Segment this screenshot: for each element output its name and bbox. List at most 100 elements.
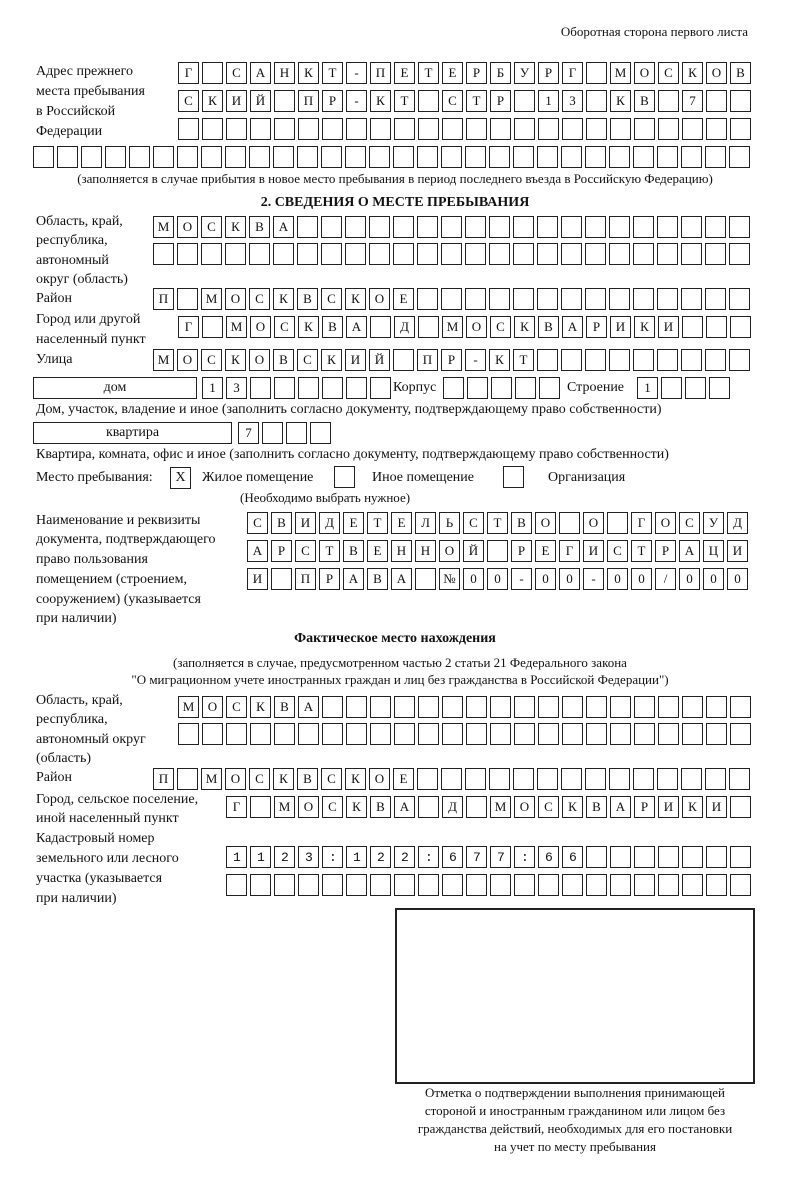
letter-cell[interactable] bbox=[585, 146, 606, 168]
letter-cell[interactable]: Е bbox=[343, 512, 364, 534]
letter-cell[interactable] bbox=[105, 146, 126, 168]
letter-cell[interactable] bbox=[657, 768, 678, 790]
letter-cell[interactable]: В bbox=[273, 349, 294, 371]
letter-cell[interactable] bbox=[586, 118, 607, 140]
letter-cell[interactable]: С bbox=[201, 349, 222, 371]
letter-cell[interactable]: А bbox=[394, 796, 415, 818]
letter-cell[interactable] bbox=[466, 118, 487, 140]
letter-cell[interactable] bbox=[490, 118, 511, 140]
letter-cell[interactable]: В bbox=[367, 568, 388, 590]
letter-cell[interactable]: № bbox=[439, 568, 460, 590]
letter-cell[interactable]: С bbox=[322, 796, 343, 818]
letter-cell[interactable]: Ь bbox=[439, 512, 460, 534]
letter-cell[interactable] bbox=[177, 768, 198, 790]
letter-cell[interactable] bbox=[610, 118, 631, 140]
letter-cell[interactable] bbox=[730, 846, 751, 868]
letter-cell[interactable] bbox=[705, 768, 726, 790]
letter-cell[interactable]: Р bbox=[511, 540, 532, 562]
letter-cell[interactable]: А bbox=[610, 796, 631, 818]
letter-cell[interactable]: О bbox=[369, 288, 390, 310]
letter-cell[interactable]: М bbox=[178, 696, 199, 718]
flat-type-box[interactable]: квартира bbox=[33, 422, 232, 444]
letter-cell[interactable]: О bbox=[369, 768, 390, 790]
letter-cell[interactable]: О bbox=[249, 349, 270, 371]
letter-cell[interactable] bbox=[370, 874, 391, 896]
letter-cell[interactable] bbox=[489, 288, 510, 310]
letter-cell[interactable] bbox=[417, 216, 438, 238]
letter-cell[interactable]: И bbox=[658, 796, 679, 818]
letter-cell[interactable] bbox=[418, 723, 439, 745]
letter-cell[interactable]: С bbox=[226, 62, 247, 84]
letter-cell[interactable] bbox=[393, 146, 414, 168]
letter-cell[interactable] bbox=[658, 723, 679, 745]
letter-cell[interactable] bbox=[490, 874, 511, 896]
letter-cell[interactable]: П bbox=[153, 768, 174, 790]
letter-cell[interactable] bbox=[706, 696, 727, 718]
letter-cell[interactable]: К bbox=[682, 62, 703, 84]
letter-cell[interactable] bbox=[705, 216, 726, 238]
letter-cell[interactable] bbox=[249, 243, 270, 265]
letter-cell[interactable] bbox=[394, 846, 415, 868]
letter-cell[interactable]: - bbox=[346, 62, 367, 84]
letter-cell[interactable] bbox=[225, 243, 246, 265]
letter-cell[interactable] bbox=[705, 349, 726, 371]
letter-cell[interactable] bbox=[682, 846, 703, 868]
letter-cell[interactable] bbox=[586, 723, 607, 745]
letter-cell[interactable] bbox=[514, 874, 535, 896]
letter-cell[interactable] bbox=[178, 723, 199, 745]
letter-cell[interactable] bbox=[537, 768, 558, 790]
letter-cell[interactable] bbox=[129, 146, 150, 168]
letter-cell[interactable] bbox=[345, 216, 366, 238]
letter-cell[interactable] bbox=[274, 874, 295, 896]
letter-cell[interactable]: О bbox=[706, 62, 727, 84]
letter-cell[interactable] bbox=[250, 846, 271, 868]
letter-cell[interactable]: Е bbox=[535, 540, 556, 562]
letter-cell[interactable]: Т bbox=[418, 62, 439, 84]
letter-cell[interactable] bbox=[81, 146, 102, 168]
letter-cell[interactable] bbox=[370, 846, 391, 868]
letter-cell[interactable] bbox=[539, 377, 560, 399]
stay-option-residential-checkbox[interactable]: X bbox=[170, 467, 191, 489]
letter-cell[interactable]: П bbox=[370, 62, 391, 84]
letter-cell[interactable]: А bbox=[346, 316, 367, 338]
letter-cell[interactable]: 0 bbox=[727, 568, 748, 590]
letter-cell[interactable]: И bbox=[247, 568, 268, 590]
letter-cell[interactable] bbox=[538, 874, 559, 896]
letter-cell[interactable] bbox=[321, 216, 342, 238]
letter-cell[interactable] bbox=[706, 118, 727, 140]
letter-cell[interactable] bbox=[586, 874, 607, 896]
letter-cell[interactable] bbox=[225, 146, 246, 168]
letter-cell[interactable] bbox=[322, 846, 343, 868]
letter-cell[interactable]: Е bbox=[394, 62, 415, 84]
letter-cell[interactable] bbox=[585, 349, 606, 371]
letter-cell[interactable] bbox=[442, 874, 463, 896]
letter-cell[interactable] bbox=[682, 723, 703, 745]
letter-cell[interactable]: Д bbox=[442, 796, 463, 818]
letter-cell[interactable]: О bbox=[225, 768, 246, 790]
letter-cell[interactable]: С bbox=[321, 768, 342, 790]
letter-cell[interactable] bbox=[346, 723, 367, 745]
letter-cell[interactable]: Д bbox=[394, 316, 415, 338]
letter-cell[interactable]: П bbox=[417, 349, 438, 371]
letter-cell[interactable]: В bbox=[634, 90, 655, 112]
letter-cell[interactable]: С bbox=[321, 288, 342, 310]
letter-cell[interactable]: Г bbox=[631, 512, 652, 534]
letter-cell[interactable]: А bbox=[343, 568, 364, 590]
letter-cell[interactable] bbox=[394, 696, 415, 718]
letter-cell[interactable] bbox=[310, 422, 331, 444]
letter-cell[interactable] bbox=[658, 846, 679, 868]
letter-cell[interactable] bbox=[730, 696, 751, 718]
letter-cell[interactable] bbox=[634, 723, 655, 745]
letter-cell[interactable] bbox=[249, 146, 270, 168]
letter-cell[interactable] bbox=[729, 146, 750, 168]
letter-cell[interactable] bbox=[466, 796, 487, 818]
letter-cell[interactable]: Г bbox=[226, 796, 247, 818]
letter-cell[interactable]: С bbox=[247, 512, 268, 534]
letter-cell[interactable] bbox=[729, 288, 750, 310]
letter-cell[interactable] bbox=[370, 723, 391, 745]
letter-cell[interactable] bbox=[658, 90, 679, 112]
letter-cell[interactable] bbox=[441, 146, 462, 168]
letter-cell[interactable] bbox=[514, 723, 535, 745]
letter-cell[interactable]: А bbox=[273, 216, 294, 238]
letter-cell[interactable] bbox=[585, 216, 606, 238]
